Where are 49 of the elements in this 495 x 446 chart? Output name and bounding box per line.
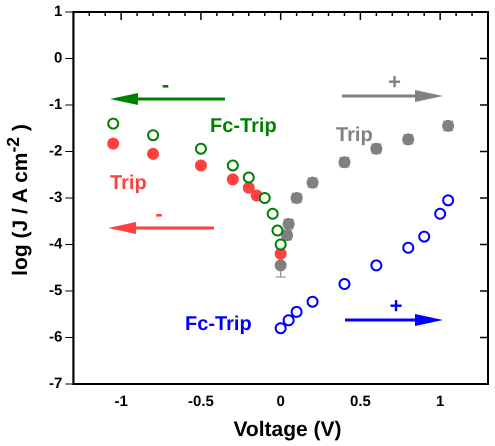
x-tick-label: -1 bbox=[114, 393, 128, 410]
point bbox=[194, 142, 207, 155]
point bbox=[434, 208, 446, 220]
y-tick-label: -7 bbox=[48, 375, 62, 392]
y-tick-label: -5 bbox=[48, 282, 62, 300]
point bbox=[107, 138, 120, 150]
point bbox=[442, 194, 454, 206]
annotation: + bbox=[388, 69, 401, 95]
point bbox=[258, 192, 271, 204]
y-tick-label: -1 bbox=[48, 96, 62, 114]
x-tick-label: 1 bbox=[436, 393, 444, 410]
point bbox=[226, 159, 239, 172]
series-label: Fc-Trip bbox=[185, 313, 252, 336]
point bbox=[226, 173, 239, 186]
x-tick-label: -0.5 bbox=[188, 393, 214, 410]
point bbox=[271, 224, 284, 237]
point bbox=[242, 172, 255, 184]
series-label: Fc-Trip bbox=[210, 115, 277, 138]
x-tick-label: 0 bbox=[276, 393, 285, 410]
point bbox=[290, 306, 303, 318]
point bbox=[107, 118, 120, 130]
series-label: Trip bbox=[336, 124, 373, 147]
point bbox=[370, 259, 382, 272]
point bbox=[306, 296, 319, 308]
annotation: - bbox=[162, 72, 170, 98]
point bbox=[282, 314, 295, 326]
point bbox=[274, 238, 287, 250]
point bbox=[274, 259, 287, 272]
y-tick-label: -4 bbox=[48, 236, 63, 253]
annotation: + bbox=[390, 293, 402, 319]
x-tick-label: 0.5 bbox=[350, 393, 371, 410]
point bbox=[402, 242, 414, 254]
point bbox=[147, 129, 160, 142]
point bbox=[266, 208, 279, 220]
series-label: Trip bbox=[110, 172, 147, 195]
x-axis-title: Voltage (V) bbox=[232, 418, 343, 442]
point bbox=[338, 278, 350, 290]
point bbox=[274, 248, 287, 260]
y-tick-label: -2 bbox=[48, 142, 62, 160]
point bbox=[242, 182, 255, 194]
y-tick-label: -6 bbox=[48, 328, 62, 346]
y-tick-label: 0 bbox=[54, 50, 62, 67]
annotation: - bbox=[155, 201, 163, 227]
point bbox=[418, 230, 430, 243]
y-tick-label: -3 bbox=[48, 189, 62, 206]
point bbox=[194, 159, 207, 172]
y-tick-label: 1 bbox=[54, 3, 62, 20]
point bbox=[274, 322, 287, 334]
point bbox=[147, 148, 160, 160]
